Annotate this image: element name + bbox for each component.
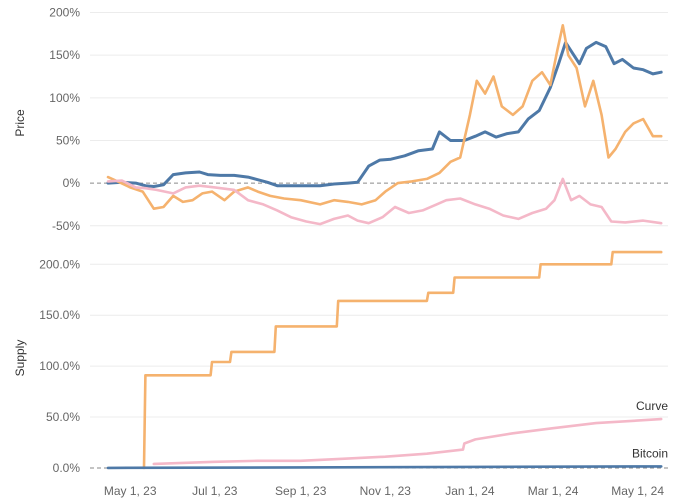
x-axis: May 1, 23 Jul 1, 23 Sep 1, 23 Nov 1, 23 Jan … xyxy=(104,484,664,498)
supply-panel: 0.0% 50.0% 100.0% 150.0% 200.0% Supply Curve Bi… xyxy=(13,250,668,475)
x-tick-label: Mar 1, 24 xyxy=(528,484,579,498)
supply-series-1-line xyxy=(152,417,663,466)
supply-series-0-line xyxy=(142,250,663,470)
price-series-0-line xyxy=(106,40,663,188)
supply-series-2-label: Bitcoin xyxy=(632,446,668,460)
x-tick-label: Jan 1, 24 xyxy=(445,484,495,498)
price-axis-title: Price xyxy=(13,109,27,137)
supply-y-tick-label: 100.0% xyxy=(39,359,80,373)
price-y-tick-label: -50% xyxy=(52,219,80,233)
x-tick-label: Nov 1, 23 xyxy=(360,484,412,498)
supply-series-1-label: Curve xyxy=(636,399,668,413)
price-panel: -50% 0% 50% 100% 150% 200% Price xyxy=(13,6,668,233)
supply-y-tick-label: 0.0% xyxy=(53,461,81,475)
price-y-tick-label: 50% xyxy=(56,133,80,147)
price-series-1-line xyxy=(106,24,663,210)
x-tick-label: Sep 1, 23 xyxy=(275,484,327,498)
x-tick-label: Jul 1, 23 xyxy=(192,484,238,498)
x-tick-label: May 1, 23 xyxy=(104,484,157,498)
x-tick-label: May 1, 24 xyxy=(611,484,664,498)
supply-axis-title: Supply xyxy=(13,340,27,377)
supply-y-tick-label: 150.0% xyxy=(39,308,80,322)
supply-y-tick-label: 50.0% xyxy=(46,410,80,424)
price-y-tick-label: 200% xyxy=(49,6,80,20)
price-y-tick-label: 0% xyxy=(63,176,81,190)
supply-y-tick-label: 200.0% xyxy=(39,257,80,271)
supply-series-2-line xyxy=(106,465,663,470)
price-series-2-line xyxy=(106,177,663,226)
price-y-tick-label: 150% xyxy=(49,48,80,62)
price-y-tick-label: 100% xyxy=(49,91,80,105)
